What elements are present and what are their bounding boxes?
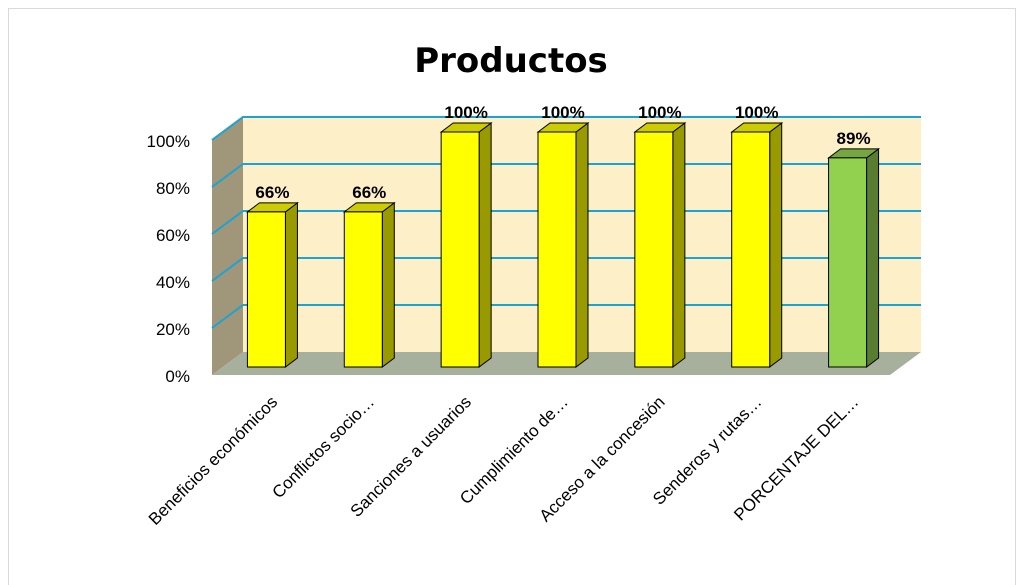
gridline — [211, 210, 921, 235]
bar-front — [246, 211, 286, 368]
bar — [342, 201, 396, 368]
bar-front — [731, 131, 771, 368]
bar-front — [440, 131, 480, 368]
x-tick-label: Senderos y rutas… — [649, 392, 765, 508]
bar — [439, 122, 493, 368]
bars — [245, 122, 881, 368]
bar — [536, 122, 590, 368]
data-label: 66% — [255, 183, 289, 202]
gridline — [211, 304, 921, 329]
bar — [730, 122, 784, 368]
y-tick-label: 80% — [156, 179, 190, 198]
x-tick-label: Beneficios económicos — [145, 392, 281, 528]
gridline — [211, 116, 921, 141]
y-tick-label: 100% — [147, 132, 190, 151]
bar-side — [381, 201, 395, 368]
data-labels: 66% 66% 100% 100% 100% 100% 89% — [255, 103, 870, 202]
y-tick-label: 40% — [156, 273, 190, 292]
y-tick-label: 60% — [156, 226, 190, 245]
bar — [245, 201, 299, 368]
data-label: 100% — [444, 103, 487, 122]
bar — [633, 122, 687, 368]
bar-front — [537, 131, 577, 368]
bar-front — [828, 157, 868, 368]
bar-front — [634, 131, 674, 368]
gridline — [211, 163, 921, 188]
side-wall — [212, 117, 243, 375]
y-axis-ticks: 0% 20% 40% 60% 80% 100% — [147, 132, 190, 386]
bar-front — [343, 211, 383, 368]
data-label: 100% — [735, 103, 778, 122]
bar-side — [866, 147, 880, 368]
data-label: 100% — [638, 103, 681, 122]
y-tick-label: 0% — [165, 367, 190, 386]
gridlines — [211, 116, 921, 329]
bar-side — [575, 122, 589, 368]
bar-side — [478, 122, 492, 368]
bar-side — [769, 122, 783, 368]
data-label: 66% — [352, 183, 386, 202]
bar-side — [284, 201, 298, 368]
chart-title: Productos — [414, 41, 608, 81]
x-tick-label: Conflictos socio… — [268, 392, 378, 502]
data-label: 89% — [837, 129, 871, 148]
bar-side — [672, 122, 686, 368]
gridline — [211, 257, 921, 282]
y-tick-label: 20% — [156, 320, 190, 339]
bar — [827, 147, 881, 368]
data-label: 100% — [541, 103, 584, 122]
x-tick-label: Cumplimiento de… — [456, 392, 572, 508]
